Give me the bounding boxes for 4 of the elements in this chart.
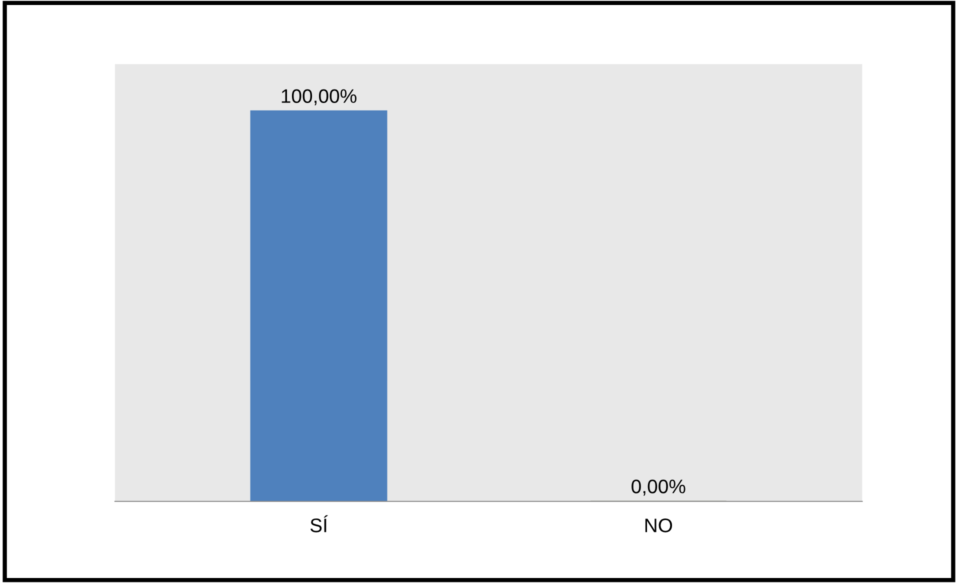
data-label: 0,00% [632,480,686,496]
data-label: 100,00% [282,89,356,106]
x-tick-label: SÍ [310,515,328,532]
x-tick-label: NO [645,518,672,532]
